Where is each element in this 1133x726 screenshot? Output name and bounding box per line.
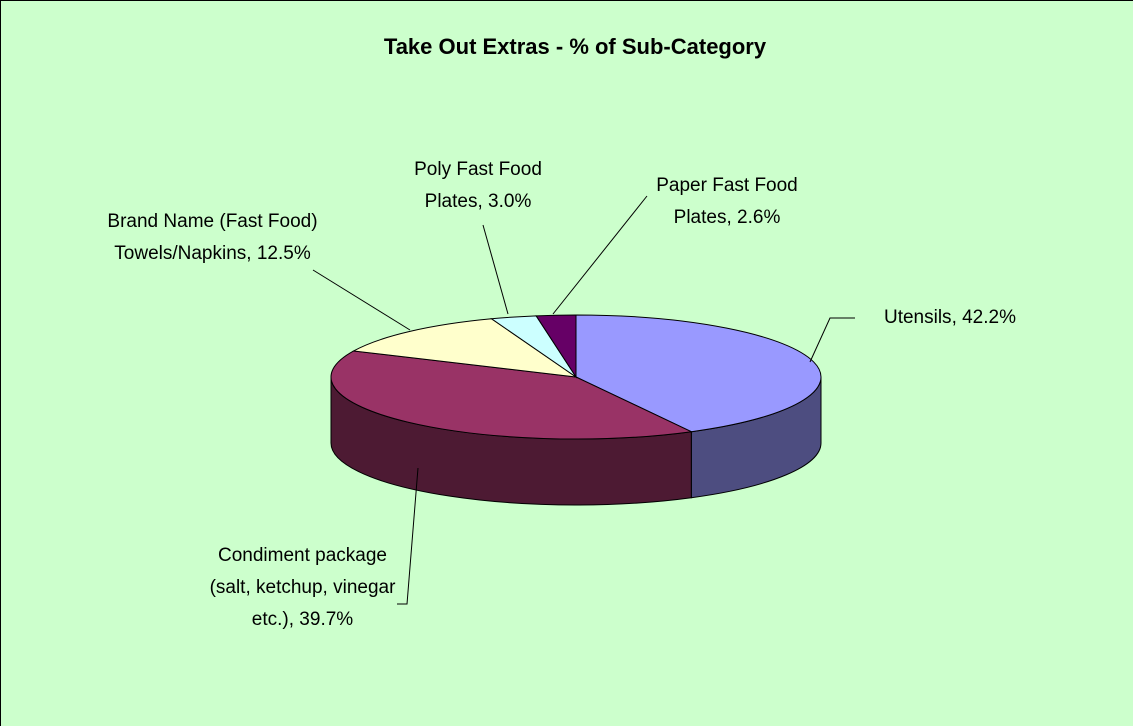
leader-line	[312, 269, 411, 331]
pie-slice	[330, 350, 694, 440]
pie-slice	[575, 314, 822, 433]
label-text: Paper Fast Food Plates	[656, 175, 798, 228]
pie-slice	[535, 314, 577, 379]
slice-label: Condiment package (salt, ketchup, vinega…	[195, 540, 410, 636]
leader-line	[482, 224, 509, 315]
label-text: , 12.5%	[246, 243, 311, 264]
label-text: Utensils	[883, 307, 952, 328]
leader-line	[809, 317, 855, 363]
label-text: , 42.2%	[951, 307, 1016, 328]
label-text: , 3.0%	[477, 191, 532, 212]
chart-title: Take Out Extras - % of Sub-Category	[383, 34, 767, 59]
label-text: Poly Fast Food Plates	[414, 159, 542, 212]
leader-line	[552, 195, 648, 315]
label-text: Brand Name (Fast Food) Towels/Napkins	[107, 211, 318, 264]
slice-label: Utensils, 42.2%	[845, 302, 1055, 334]
label-text: , 39.7%	[288, 609, 354, 630]
slice-label: Paper Fast Food Plates, 2.6%	[632, 170, 822, 234]
slice-label: Poly Fast Food Plates, 3.0%	[393, 154, 563, 218]
pie-slice	[352, 318, 577, 378]
leader-line	[397, 467, 419, 605]
slice-label: Brand Name (Fast Food) Towels/Napkins, 1…	[95, 206, 330, 270]
label-text: , 2.6%	[726, 207, 781, 228]
label-text: Condiment package (salt, ketchup, vinega…	[209, 545, 396, 630]
